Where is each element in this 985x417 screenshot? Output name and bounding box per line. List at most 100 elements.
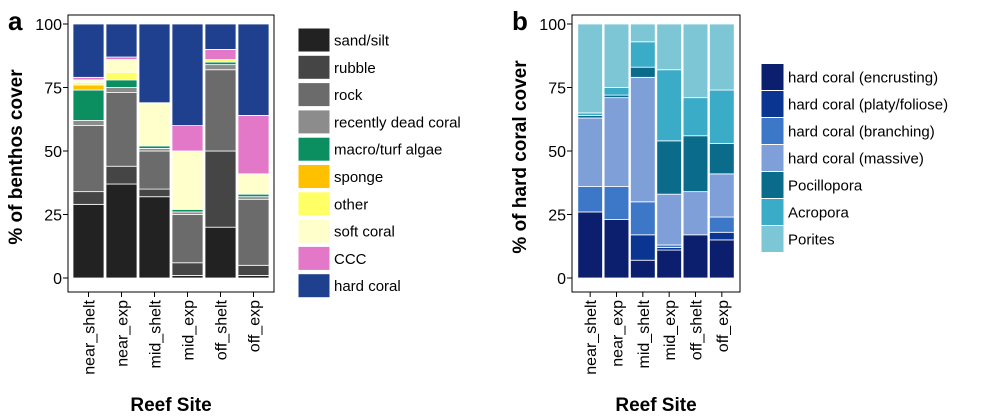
y-tick-label: 75 xyxy=(548,81,566,98)
bar-segment xyxy=(105,183,138,279)
bar-segment xyxy=(105,165,138,185)
y-tick-label: 25 xyxy=(44,208,62,225)
bar-segment xyxy=(630,201,656,236)
y-axis-label: % of hard coral cover xyxy=(510,60,531,254)
legend-swatch xyxy=(297,218,331,244)
legend-swatch xyxy=(297,273,331,299)
bar-segment xyxy=(603,87,630,96)
legend-swatch xyxy=(297,191,331,217)
legend-label: rock xyxy=(334,87,363,104)
legend-swatch xyxy=(297,54,331,80)
legend-swatch xyxy=(297,27,331,53)
legend-swatch xyxy=(297,82,331,108)
legend-label: soft coral xyxy=(334,224,395,241)
bar-segment xyxy=(709,173,735,218)
bar-segment xyxy=(171,262,204,276)
panel-label: b xyxy=(512,6,528,36)
x-axis-label: Reef Site xyxy=(130,395,211,416)
bar-segment xyxy=(630,23,656,43)
bar-segment xyxy=(630,259,656,279)
bar-segment xyxy=(656,69,682,142)
bar-segment xyxy=(682,191,709,236)
bar-segment xyxy=(709,216,735,233)
bar-segment xyxy=(72,89,105,121)
legend-swatch xyxy=(760,171,785,199)
x-tick-label: off_shelt xyxy=(214,299,231,360)
panel-label: a xyxy=(8,6,23,36)
bar-segment xyxy=(72,84,105,91)
bar-segment xyxy=(237,173,270,195)
legend-label: hard coral (encrusting) xyxy=(788,70,938,87)
legend-swatch xyxy=(760,90,785,118)
bar-segment xyxy=(630,76,656,203)
legend-swatch xyxy=(760,63,785,91)
bar-segment xyxy=(603,219,630,279)
x-tick-label: off_exp xyxy=(247,300,264,352)
x-tick-label: mid_exp xyxy=(662,300,679,361)
bar-segment xyxy=(603,23,630,88)
legend-label: hard coral xyxy=(334,278,401,295)
legend-swatch xyxy=(760,225,785,253)
bar-segment xyxy=(204,226,237,279)
bar-segment xyxy=(237,264,270,276)
bar-segment xyxy=(204,150,237,228)
bar-segment xyxy=(171,150,204,210)
x-tick-label: off_exp xyxy=(715,300,732,352)
legend-label: CCC xyxy=(334,251,367,268)
y-axis-label: % of benthos cover xyxy=(6,69,27,245)
bar-segment xyxy=(237,115,270,175)
bar-segment xyxy=(72,125,105,193)
bar-segment xyxy=(171,125,204,152)
bar-segment xyxy=(577,186,603,213)
legend-label: other xyxy=(334,196,368,213)
bar-segment xyxy=(105,87,138,93)
bar-segment xyxy=(709,23,735,91)
legend-label: hard coral (massive) xyxy=(788,151,924,168)
plot-frame xyxy=(67,14,275,293)
y-tick-label: 100 xyxy=(539,17,566,34)
bar-segment xyxy=(656,193,682,246)
x-tick-label: off_shelt xyxy=(689,299,706,360)
legend-label: Pocillopora xyxy=(788,178,863,195)
x-axis-label: Reef Site xyxy=(615,395,696,416)
legend-label: recently dead coral xyxy=(334,114,461,131)
bar-segment xyxy=(682,135,709,193)
legend-swatch xyxy=(297,245,331,271)
legend-swatch xyxy=(297,109,331,135)
bar-segment xyxy=(603,97,630,187)
y-tick-label: 75 xyxy=(44,81,62,98)
legend-swatch xyxy=(297,164,331,189)
bar-segment xyxy=(105,79,138,88)
bar-segment xyxy=(682,23,709,99)
bar-segment xyxy=(138,150,171,190)
bar-segment xyxy=(237,198,270,266)
bar-segment xyxy=(709,89,735,144)
x-tick-label: mid_shelt xyxy=(148,299,165,368)
bar-segment xyxy=(603,186,630,220)
legend-label: Porites xyxy=(788,232,835,249)
x-tick-label: near_exp xyxy=(115,300,132,367)
bar-segment xyxy=(682,97,709,137)
bar-segment xyxy=(204,49,237,60)
legend-swatch xyxy=(760,144,785,172)
x-tick-label: mid_shelt xyxy=(636,299,653,368)
legend-label: hard coral (branching) xyxy=(788,124,935,141)
y-tick-label: 50 xyxy=(44,144,62,161)
y-tick-label: 100 xyxy=(35,17,62,34)
bar-segment xyxy=(72,191,105,205)
legend-swatch xyxy=(760,198,785,226)
x-tick-label: near_shelt xyxy=(583,299,600,374)
bar-segment xyxy=(656,249,682,279)
bar-segment xyxy=(171,23,204,126)
y-tick-label: 0 xyxy=(557,271,566,288)
bar-segment xyxy=(138,188,171,198)
bar-segment xyxy=(138,196,171,279)
bar-segment xyxy=(237,23,270,116)
x-tick-label: mid_exp xyxy=(181,300,198,361)
x-tick-label: near_exp xyxy=(610,300,627,367)
bar-segment xyxy=(709,142,735,175)
bar-segment xyxy=(630,234,656,261)
bar-segment xyxy=(656,23,682,71)
bar-segment xyxy=(72,120,105,126)
